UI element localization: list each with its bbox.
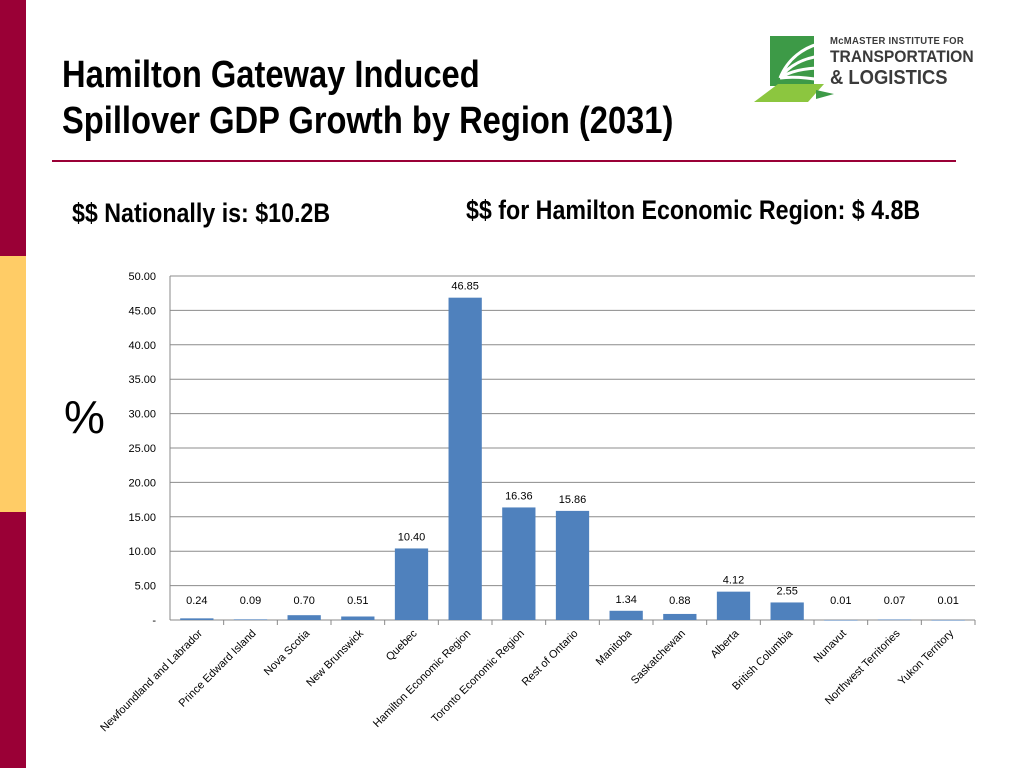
bar	[931, 619, 965, 621]
y-tick-label: 45.00	[128, 305, 156, 317]
bar	[609, 610, 643, 620]
data-label: 0.51	[347, 595, 368, 607]
y-tick-label: 50.00	[128, 271, 156, 283]
data-label: 0.09	[240, 595, 261, 607]
bar	[877, 619, 912, 621]
data-label: 0.70	[293, 595, 314, 607]
x-tick-label: Quebec	[384, 627, 420, 663]
title-line-2: Spillover GDP Growth by Region (2031)	[62, 100, 674, 142]
x-tick-label: Newfoundland and Labrador	[100, 627, 205, 734]
national-gdp-text: $$ Nationally is: $10.2B	[72, 198, 331, 228]
institute-logo: McMASTER INSTITUTE FOR TRANSPORTATION & …	[754, 30, 974, 104]
y-tick-label: 30.00	[128, 409, 156, 421]
logo-line-3: & LOGISTICS	[830, 67, 948, 89]
title-divider	[52, 160, 956, 162]
bar	[770, 602, 804, 620]
x-tick-label: Nunavut	[811, 628, 848, 665]
data-label: 0.88	[669, 595, 690, 607]
data-label: 2.55	[776, 585, 797, 597]
x-tick-label: Saskatchewan	[629, 628, 688, 687]
data-label: 16.36	[505, 490, 533, 502]
gdp-bar-chart: - 5.00 10.00 15.00 20.00 25.00 30.00 35.00 40.00…	[100, 271, 976, 734]
x-tick-label: Rest of Ontario	[520, 628, 581, 689]
bar	[448, 297, 482, 620]
logo-mark-icon	[754, 36, 834, 102]
x-tick-label: Yukon Territory	[896, 627, 957, 688]
x-tick-label: New Brunswick	[304, 627, 366, 689]
y-tick-label: 40.00	[128, 340, 156, 352]
data-label: 0.01	[830, 595, 851, 607]
data-label: 0.01	[937, 595, 958, 607]
bar	[394, 548, 429, 620]
data-label: 1.34	[615, 594, 636, 606]
bar	[502, 507, 536, 620]
data-label: 0.07	[884, 595, 905, 607]
bar	[716, 591, 751, 620]
bar	[824, 619, 858, 621]
bar	[663, 613, 697, 620]
x-tick-label: Hamilton Economic Region	[371, 628, 473, 730]
bar	[287, 615, 321, 620]
title-line-1: Hamilton Gateway Induced	[62, 54, 480, 96]
bar	[233, 619, 268, 620]
y-tick-label: 35.00	[128, 374, 156, 386]
bar	[555, 510, 590, 620]
data-label: 4.12	[723, 575, 744, 587]
bar	[341, 616, 375, 620]
logo-line-2: TRANSPORTATION	[830, 47, 974, 66]
side-accent-block	[0, 256, 26, 512]
bar	[180, 618, 214, 620]
data-label: 15.86	[559, 494, 587, 506]
logo-line-1: McMASTER INSTITUTE FOR	[830, 36, 964, 47]
x-tick-label: Manitoba	[594, 627, 635, 668]
y-tick-label: 25.00	[128, 443, 156, 455]
x-tick-label: Alberta	[708, 627, 742, 661]
data-label: 46.85	[451, 281, 479, 293]
data-label: 0.24	[186, 595, 207, 607]
y-tick-label: 20.00	[128, 477, 156, 489]
y-axis-unit-label: %	[64, 391, 105, 443]
slide-title: Hamilton Gateway Induced Spillover GDP G…	[62, 52, 673, 144]
y-tick-label: 15.00	[128, 512, 156, 524]
y-tick-label: 5.00	[135, 581, 156, 593]
y-tick-label: 10.00	[128, 546, 156, 558]
x-tick-label: Toronto Economic Region	[429, 628, 527, 726]
hamilton-gdp-text: $$ for Hamilton Economic Region: $ 4.8B	[466, 195, 921, 225]
y-tick-label: -	[152, 615, 156, 627]
x-tick-label: Nova Scotia	[262, 627, 313, 678]
data-label: 10.40	[398, 531, 426, 543]
